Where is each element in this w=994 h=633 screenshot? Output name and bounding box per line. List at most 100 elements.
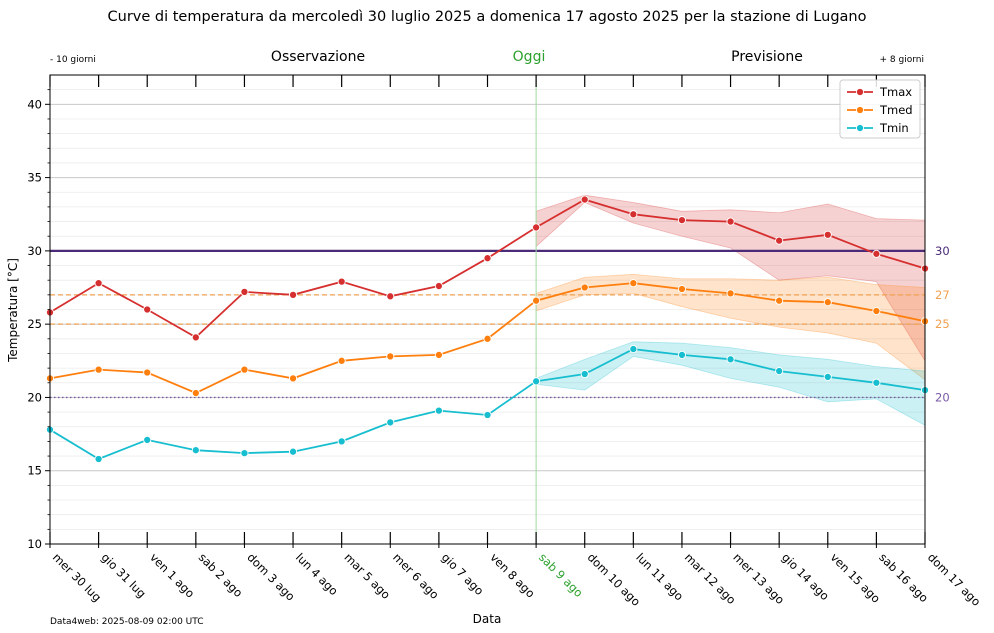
data-point-tmed (532, 296, 541, 305)
data-point-tmax (191, 333, 200, 342)
x-tick-label: ven 15 ago (828, 550, 884, 606)
y-tick-label: 25 (27, 317, 42, 331)
x-tick-label: mer 30 lug (50, 550, 104, 604)
data-point-tmin (240, 449, 249, 458)
data-point-tmin (434, 406, 443, 415)
data-point-tmed (629, 279, 638, 288)
data-point-tmin (580, 369, 589, 379)
data-point-tmax (775, 236, 784, 245)
x-tick-label: mer 6 ago (390, 550, 442, 602)
data-point-tmin (726, 355, 735, 364)
data-point-tmin (143, 435, 152, 444)
x-tick-label: sab 9 ago (536, 550, 586, 600)
data-point-tmin (677, 350, 686, 359)
header-left-label: - 10 giorni (50, 55, 96, 65)
series-lines (45, 195, 930, 464)
data-point-tmed (677, 284, 686, 294)
data-point-tmax (240, 287, 249, 296)
reference-label-25: 25 (935, 317, 950, 331)
data-point-tmed (775, 296, 784, 305)
data-point-tmax (629, 210, 638, 219)
data-point-tmax (580, 195, 589, 204)
data-point-tmax (483, 254, 492, 263)
data-point-tmed (386, 352, 395, 361)
legend-marker-tmin (855, 123, 865, 133)
data-point-tmin (289, 447, 298, 456)
legend-label-tmed: Tmed (879, 103, 913, 117)
data-point-tmed (337, 356, 346, 365)
x-tick-label: lun 4 ago (293, 550, 341, 598)
y-tick-label: 30 (27, 244, 42, 258)
data-point-tmax (386, 292, 395, 301)
x-tick-label: gio 14 ago (779, 550, 832, 603)
reference-label-27: 27 (935, 288, 950, 302)
data-point-tmed (872, 306, 881, 316)
reference-label-30: 30 (935, 244, 950, 258)
band-tmin (535, 341, 926, 426)
x-tick-label: ven 8 ago (487, 550, 537, 600)
x-tick-label: dom 17 ago (925, 550, 984, 609)
legend: Tmax Tmed Tmin (839, 79, 921, 139)
x-axis-label: Data (473, 612, 502, 626)
data-point-tmin (872, 378, 881, 387)
legend-label-tmin: Tmin (879, 121, 909, 135)
data-point-tmax (726, 217, 735, 226)
data-point-tmin (629, 345, 638, 354)
reference-label-20: 20 (935, 390, 950, 404)
x-tick-label: sab 2 ago (196, 550, 246, 600)
data-point-tmin (386, 418, 395, 427)
x-tick-label: dom 3 ago (244, 550, 297, 603)
data-point-tmed (191, 388, 200, 398)
footer-source: Data4web: 2025-08-09 02:00 UTC (50, 617, 204, 627)
header-today-label: Oggi (513, 49, 546, 65)
y-tick-label: 15 (27, 464, 42, 478)
legend-marker-tmed (855, 105, 865, 115)
data-point-tmed (289, 374, 298, 383)
data-point-tmed (434, 350, 443, 359)
y-tick-label: 20 (27, 390, 42, 404)
data-point-tmed (580, 283, 589, 292)
data-point-tmax (337, 277, 346, 286)
data-point-tmin (823, 372, 832, 381)
header-observation-label: Osservazione (271, 49, 365, 65)
y-tick-label: 40 (27, 97, 42, 111)
data-point-tmin (94, 454, 103, 464)
x-tick-label: mar 12 ago (682, 550, 739, 607)
data-point-tmed (240, 365, 249, 374)
x-tick-label: sab 16 ago (876, 550, 931, 605)
data-point-tmax (872, 249, 881, 258)
reference-lines: 30 27 25 20 (50, 244, 950, 404)
x-tick-label: gio 31 lug (98, 550, 148, 600)
data-point-tmax (677, 216, 686, 225)
chart-title: Curve di temperatura da mercoledì 30 lug… (108, 9, 867, 25)
data-point-tmin (483, 410, 492, 420)
x-tick-label: lun 11 ago (633, 550, 686, 603)
data-point-tmed (483, 334, 492, 343)
data-point-tmed (94, 365, 103, 374)
data-point-tmax (532, 223, 541, 232)
legend-label-tmax: Tmax (879, 85, 912, 99)
y-tick-label: 35 (27, 171, 42, 185)
data-point-tmin (337, 437, 346, 446)
data-point-tmax (289, 290, 298, 299)
data-point-tmin (191, 446, 200, 455)
data-point-tmax (143, 305, 152, 314)
data-point-tmin (532, 377, 541, 386)
data-point-tmed (823, 298, 832, 307)
data-point-tmax (434, 281, 443, 291)
header-right-label: + 8 giorni (880, 55, 924, 65)
x-tick-label: mar 5 ago (342, 550, 394, 602)
data-point-tmed (143, 368, 152, 377)
y-axis-label: Temperatura [°C] (6, 258, 20, 363)
x-tick-label: mer 13 ago (730, 550, 787, 607)
x-tick-label: ven 1 ago (147, 550, 197, 600)
forecast-bands (535, 194, 926, 426)
x-tick-label: gio 7 ago (439, 550, 487, 598)
data-point-tmin (775, 367, 784, 376)
data-point-tmax (823, 230, 832, 239)
header-forecast-label: Previsione (731, 49, 803, 65)
data-point-tmax (94, 279, 103, 288)
data-point-tmed (726, 289, 735, 298)
